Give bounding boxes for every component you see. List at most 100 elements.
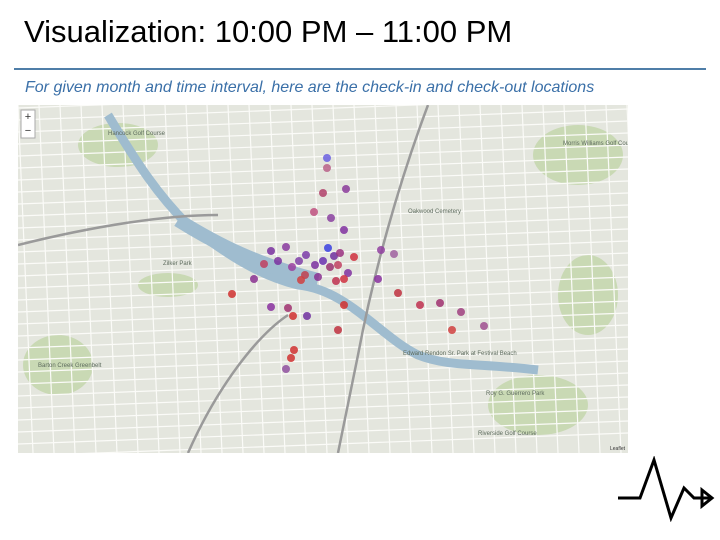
road [521,105,538,453]
location-marker[interactable] [480,322,488,330]
location-marker[interactable] [295,257,303,265]
location-marker[interactable] [260,260,268,268]
location-marker[interactable] [394,289,402,297]
location-marker[interactable] [310,208,318,216]
road [18,288,628,313]
markers [228,154,488,373]
zoom-out[interactable]: − [25,125,31,137]
highways [18,105,430,453]
location-marker[interactable] [284,304,292,312]
location-marker[interactable] [330,252,338,260]
location-marker[interactable] [327,214,335,222]
location-marker[interactable] [323,164,331,172]
location-marker[interactable] [344,269,352,277]
road [584,105,601,453]
road [18,348,628,373]
location-marker[interactable] [267,247,275,255]
location-marker[interactable] [324,244,332,252]
location-marker[interactable] [319,257,327,265]
map-label: Barton Creek Greenbelt [38,363,102,369]
map-label: Oakwood Cemetery [408,209,461,215]
road [227,105,244,453]
location-marker[interactable] [323,154,331,162]
road [185,105,202,453]
zoom-in[interactable]: + [25,111,31,123]
road [18,384,628,409]
road [164,105,181,453]
road [18,156,628,181]
location-marker[interactable] [326,263,334,271]
map-label: Hancock Golf Course [108,131,166,137]
logo [618,456,715,522]
road [563,105,580,453]
attribution[interactable]: Leaflet [610,446,626,452]
road [59,105,76,453]
road [542,105,559,453]
road [101,105,118,453]
road [374,105,391,453]
map-label: Edward Rendon Sr. Park at Festival Beach [403,351,517,357]
road-grid [18,105,628,453]
location-marker[interactable] [319,189,327,197]
road [18,408,628,433]
road [18,168,628,193]
location-marker[interactable] [274,257,282,265]
location-marker[interactable] [336,249,344,257]
location-marker[interactable] [287,354,295,362]
location-marker[interactable] [289,312,297,320]
road [18,132,628,157]
map-label: Zilker Park [163,261,193,267]
zoom-control[interactable] [20,109,36,139]
location-marker[interactable] [377,246,385,254]
road [18,372,628,397]
location-marker[interactable] [340,301,348,309]
road [18,324,628,349]
location-marker[interactable] [282,243,290,251]
map: Hancock Golf Course Morris Williams Golf … [18,105,628,453]
location-marker[interactable] [340,226,348,234]
road [458,105,475,453]
road [18,300,628,325]
lake [174,214,320,287]
location-marker[interactable] [250,275,258,283]
location-marker[interactable] [302,251,310,259]
map-label: Roy G. Guerrero Park [486,391,545,397]
title-rule [14,68,706,70]
location-marker[interactable] [340,275,348,283]
location-marker[interactable] [297,276,305,284]
road [18,144,628,169]
road [18,396,628,421]
road [18,105,432,121]
location-marker[interactable] [290,346,298,354]
location-marker[interactable] [314,273,322,281]
location-marker[interactable] [350,253,358,261]
location-marker[interactable] [332,277,340,285]
map-label: Morris Williams Golf Course [563,141,628,147]
slide-subtitle: For given month and time interval, here … [25,79,595,96]
road [80,105,97,453]
road [18,216,628,241]
location-marker[interactable] [303,312,311,320]
location-marker[interactable] [457,308,465,316]
location-marker[interactable] [288,263,296,271]
location-marker[interactable] [390,250,398,258]
road [395,105,412,453]
road [500,105,517,453]
location-marker[interactable] [436,299,444,307]
road [605,105,622,453]
location-marker[interactable] [282,365,290,373]
location-marker[interactable] [334,326,342,334]
location-marker[interactable] [448,326,456,334]
location-marker[interactable] [416,301,424,309]
location-marker[interactable] [311,261,319,269]
location-marker[interactable] [267,303,275,311]
road [416,105,433,453]
slide-title: Visualization: 10:00 PM – 11:00 PM [24,14,513,49]
location-marker[interactable] [342,185,350,193]
location-marker[interactable] [334,261,342,269]
location-marker[interactable] [374,275,382,283]
location-marker[interactable] [228,290,236,298]
road [479,105,496,453]
map-label: Riverside Golf Course [478,431,537,437]
